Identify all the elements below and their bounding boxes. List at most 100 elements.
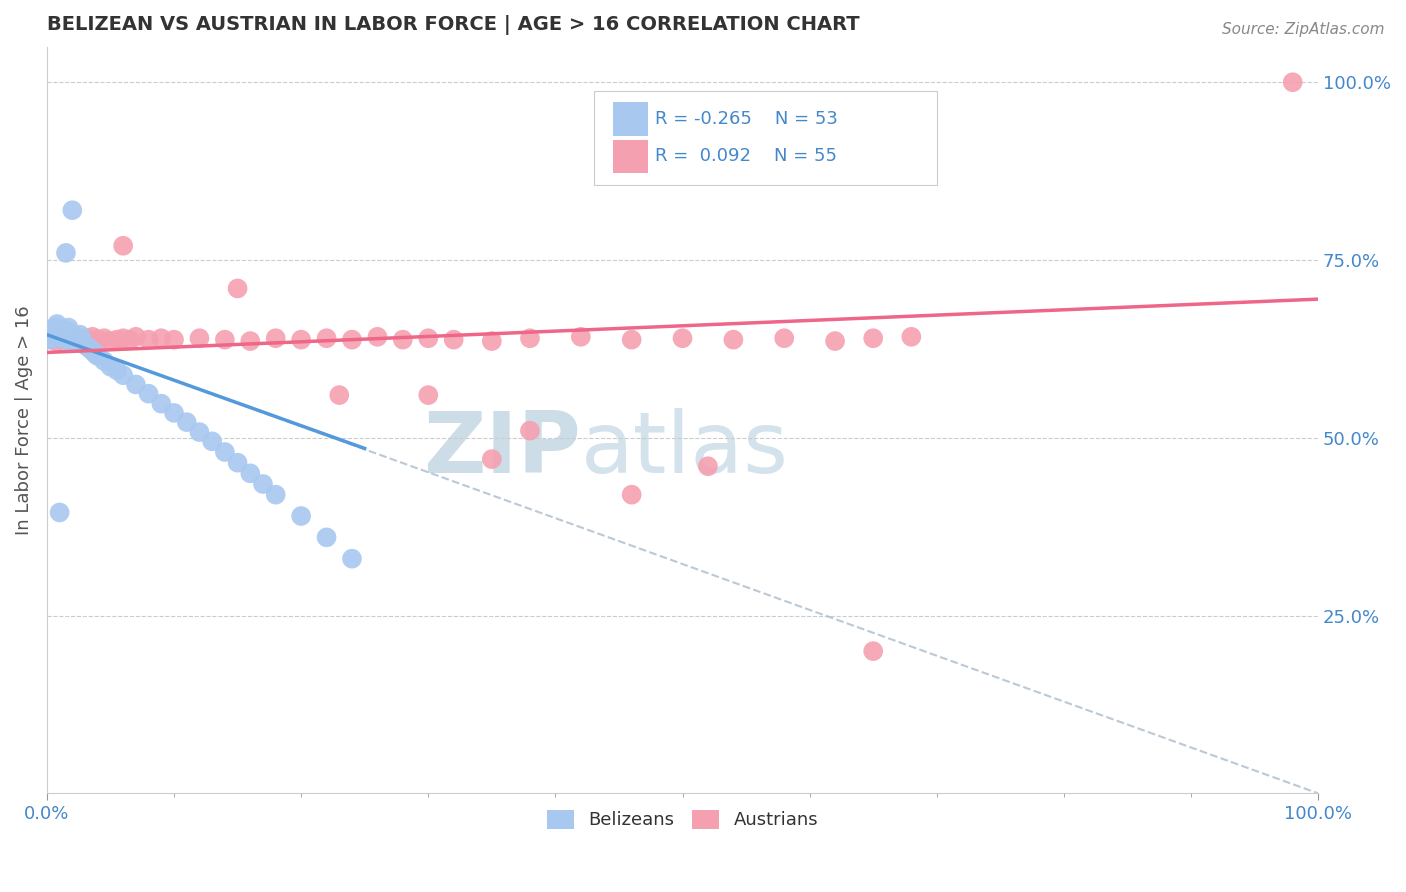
Point <box>862 644 884 658</box>
Point <box>44 327 66 342</box>
Point <box>264 331 287 345</box>
Point <box>93 331 115 345</box>
Point <box>671 331 693 345</box>
Point <box>79 342 101 356</box>
Point <box>201 434 224 449</box>
Point <box>72 334 94 349</box>
Point <box>46 317 69 331</box>
Point <box>42 331 65 345</box>
Point <box>51 326 73 340</box>
Point <box>100 334 122 348</box>
Point <box>392 333 415 347</box>
Point <box>226 281 249 295</box>
Point <box>60 334 83 349</box>
Point <box>87 333 110 347</box>
Text: R =  0.092    N = 55: R = 0.092 N = 55 <box>655 147 837 165</box>
Point <box>118 333 141 347</box>
Point <box>226 456 249 470</box>
Point <box>315 530 337 544</box>
Point <box>239 334 262 348</box>
Point <box>60 331 83 345</box>
Bar <box>613 103 648 136</box>
Point <box>150 397 173 411</box>
Point <box>58 320 80 334</box>
Point <box>82 330 104 344</box>
Point <box>125 377 148 392</box>
Point <box>697 459 720 474</box>
Point <box>150 331 173 345</box>
Point <box>46 326 69 340</box>
Text: R = -0.265    N = 53: R = -0.265 N = 53 <box>655 110 838 128</box>
Point <box>163 406 186 420</box>
Point <box>87 349 110 363</box>
Point <box>138 333 160 347</box>
Point <box>824 334 846 348</box>
Point <box>56 324 79 338</box>
Point <box>73 338 96 352</box>
Point <box>214 333 236 347</box>
Point <box>862 331 884 345</box>
Point <box>112 368 135 383</box>
Point <box>42 324 65 338</box>
Point <box>48 506 70 520</box>
Point <box>70 331 93 345</box>
Legend: Belizeans, Austrians: Belizeans, Austrians <box>540 803 825 837</box>
Point <box>723 333 745 347</box>
Point <box>125 330 148 344</box>
Point <box>46 334 69 349</box>
Point <box>340 333 363 347</box>
Point <box>138 386 160 401</box>
Point <box>39 333 62 347</box>
Point <box>63 330 86 344</box>
Point <box>39 333 62 347</box>
Y-axis label: In Labor Force | Age > 16: In Labor Force | Age > 16 <box>15 305 32 535</box>
Point <box>264 488 287 502</box>
Point <box>62 327 84 342</box>
Text: ZIP: ZIP <box>423 409 581 491</box>
Point <box>63 333 86 347</box>
Point <box>900 330 922 344</box>
Point <box>82 344 104 359</box>
Point <box>340 551 363 566</box>
Point <box>84 347 107 361</box>
Point <box>49 323 72 337</box>
Point <box>55 246 77 260</box>
Point <box>519 424 541 438</box>
Point <box>48 330 70 344</box>
Point <box>53 333 76 347</box>
Point <box>69 327 91 342</box>
Point <box>105 333 128 347</box>
Point <box>60 331 83 345</box>
Point <box>48 329 70 343</box>
Point <box>773 331 796 345</box>
Point <box>620 488 643 502</box>
FancyBboxPatch shape <box>593 92 936 185</box>
Point <box>41 330 63 344</box>
Point <box>65 330 87 344</box>
Point <box>620 333 643 347</box>
Point <box>59 334 82 349</box>
Point <box>163 333 186 347</box>
Point <box>52 330 75 344</box>
Point <box>67 333 90 347</box>
Point <box>252 477 274 491</box>
Point <box>481 452 503 467</box>
Point <box>51 333 73 347</box>
Point <box>55 326 77 341</box>
Text: atlas: atlas <box>581 409 789 491</box>
Point <box>59 326 82 340</box>
Point <box>72 334 94 349</box>
Point <box>443 333 465 347</box>
Bar <box>613 140 648 173</box>
Point <box>105 363 128 377</box>
Point <box>73 331 96 345</box>
Point <box>418 331 440 345</box>
Point <box>328 388 350 402</box>
Point <box>188 331 211 345</box>
Point <box>481 334 503 348</box>
Point <box>1281 75 1303 89</box>
Point <box>569 330 592 344</box>
Point <box>93 354 115 368</box>
Point <box>60 203 83 218</box>
Point <box>45 320 67 334</box>
